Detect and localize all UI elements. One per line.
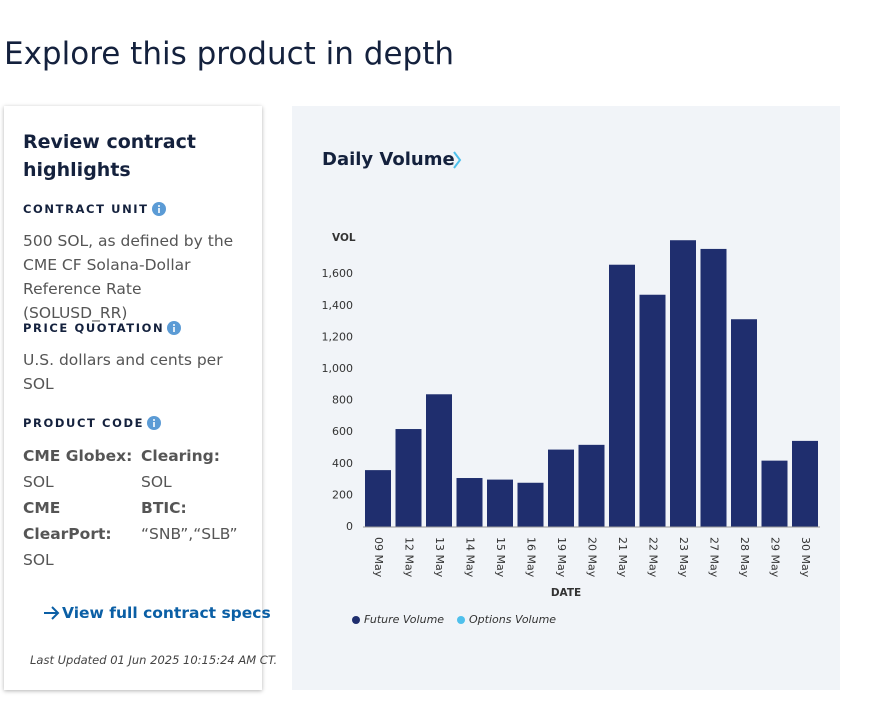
bar	[639, 294, 666, 527]
x-tick-label: 12 May	[403, 537, 416, 578]
y-tick-label: 200	[332, 488, 353, 501]
x-tick-label: 16 May	[525, 537, 538, 578]
label-text: CONTRACT UNIT	[23, 202, 149, 216]
y-axis-label: VOL	[332, 232, 356, 244]
bar	[456, 478, 483, 527]
y-tick-label: 0	[346, 520, 353, 533]
legend-label: Options Volume	[469, 613, 556, 626]
bar	[487, 479, 513, 527]
info-icon[interactable]	[151, 202, 166, 216]
last-updated: Last Updated 01 Jun 2025 10:15:24 AM CT.	[30, 653, 278, 667]
x-axis-label: DATE	[551, 587, 581, 599]
x-tick-label: 30 May	[799, 537, 812, 578]
link-text[interactable]: View full contract specs	[62, 604, 271, 622]
x-tick-label: 13 May	[433, 537, 446, 578]
code-item: BTIC: “SNB”,“SLB”	[141, 495, 251, 573]
label-text: PRICE QUOTATION	[23, 321, 165, 335]
bar	[670, 240, 696, 528]
x-tick-label: 23 May	[677, 537, 690, 578]
x-tick-label: 15 May	[494, 537, 507, 578]
code-name: CME Globex:	[23, 447, 133, 465]
y-tick-label: 1,000	[322, 362, 354, 375]
y-tick-label: 600	[332, 425, 353, 438]
code-value: SOL	[23, 473, 54, 491]
code-value: “SNB”,“SLB”	[141, 525, 238, 543]
x-tick-label: 22 May	[647, 537, 660, 578]
code-item: CME ClearPort: SOL	[23, 495, 123, 573]
product-codes: CME Globex: SOL Clearing: SOL CME ClearPor…	[23, 443, 251, 573]
x-tick-label: 19 May	[555, 537, 568, 578]
page-heading: Explore this product in depth	[4, 36, 455, 72]
x-tick-label: 20 May	[586, 537, 599, 578]
chevron-icon[interactable]	[453, 151, 462, 169]
x-tick-label: 21 May	[616, 537, 629, 578]
section-label: PRICE QUOTATION	[23, 321, 182, 335]
y-tick-label: 800	[332, 394, 353, 407]
code-name: CME ClearPort:	[23, 499, 112, 543]
x-tick-label: 29 May	[769, 537, 782, 578]
legend-swatch	[352, 616, 360, 624]
x-tick-label: 27 May	[708, 537, 721, 578]
section-text: U.S. dollars and cents per SOL	[23, 351, 223, 393]
code-value: SOL	[23, 551, 54, 569]
chart-panel: Daily Volume VOL DATE 0 200 400 600 800 1,000…	[292, 106, 840, 690]
highlights-card: Review contract highlights CONTRACT UNIT…	[4, 106, 277, 690]
code-name: Clearing:	[141, 447, 220, 465]
chart-title[interactable]: Daily Volume	[322, 149, 455, 170]
bar	[517, 482, 544, 527]
label-text: PRODUCT CODE	[23, 416, 145, 430]
y-tick-label: 1,600	[322, 267, 354, 280]
section-label: PRODUCT CODE	[23, 416, 162, 430]
bar	[731, 319, 757, 527]
section-label: CONTRACT UNIT	[23, 202, 166, 216]
bar	[609, 264, 635, 527]
info-icon[interactable]	[167, 321, 182, 335]
legend-swatch	[457, 616, 465, 624]
bar	[365, 470, 391, 527]
bar	[792, 440, 818, 527]
code-item: Clearing: SOL	[141, 443, 251, 495]
code-name: BTIC:	[141, 499, 187, 517]
code-value: SOL	[141, 473, 172, 491]
x-tick-label: 14 May	[464, 537, 477, 578]
code-item: CME Globex: SOL	[23, 443, 141, 495]
x-tick-label: 28 May	[738, 537, 751, 578]
bar	[578, 444, 605, 527]
x-tick-label: 09 May	[372, 537, 385, 578]
legend-label: Future Volume	[364, 613, 444, 626]
arrow-icon	[44, 606, 60, 620]
chart: Daily Volume VOL DATE 0 200 400 600 800 1,000…	[322, 149, 820, 626]
bar	[395, 429, 422, 527]
bar	[761, 460, 788, 527]
bar	[548, 449, 574, 527]
info-icon[interactable]	[147, 416, 162, 430]
section-text: 500 SOL, as defined by the CME CF Solana…	[23, 232, 234, 322]
y-tick-label: 400	[332, 457, 353, 470]
y-tick-label: 1,200	[322, 330, 354, 343]
y-tick-label: 1,400	[322, 299, 354, 312]
specs-link[interactable]: View full contract specs	[42, 604, 271, 622]
bar	[700, 248, 727, 528]
bar	[426, 394, 452, 527]
card-title: Review contract highlights	[23, 131, 196, 181]
